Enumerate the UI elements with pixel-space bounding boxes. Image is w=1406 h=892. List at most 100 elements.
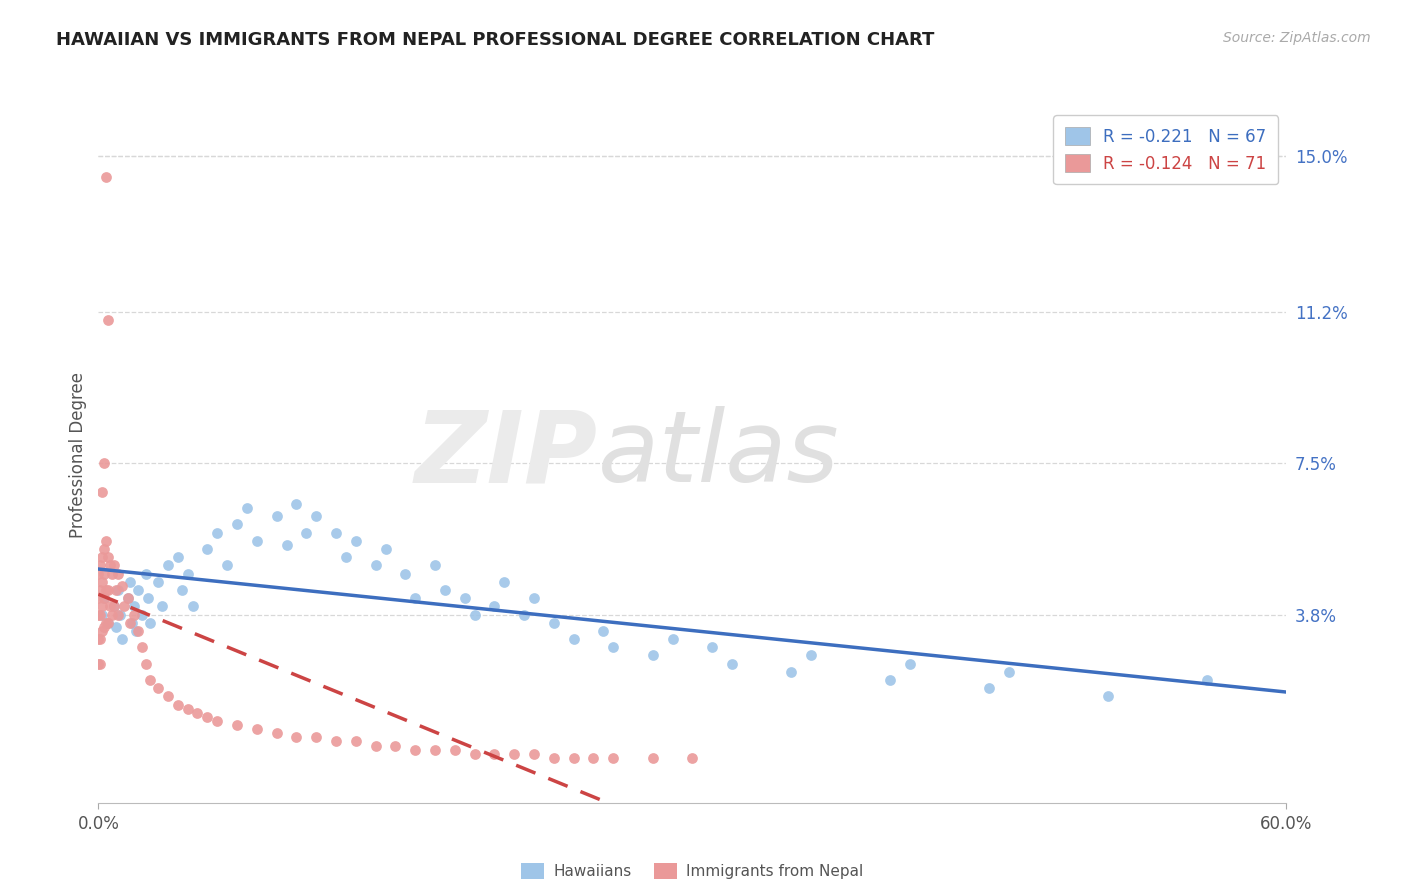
Point <box>285 497 308 511</box>
Point <box>117 591 139 606</box>
Point <box>96 533 118 548</box>
Point <box>98 558 121 573</box>
Point <box>96 582 118 597</box>
Point <box>105 582 128 597</box>
Point <box>879 673 901 687</box>
Point <box>107 582 129 597</box>
Point <box>176 701 198 715</box>
Point <box>93 620 115 634</box>
Point <box>93 566 115 581</box>
Point <box>89 657 111 671</box>
Point <box>97 615 120 630</box>
Point <box>394 566 416 581</box>
Point <box>186 706 208 720</box>
Point <box>108 607 131 622</box>
Point <box>150 599 173 614</box>
Text: ZIP: ZIP <box>415 407 598 503</box>
Point <box>103 599 125 614</box>
Point <box>682 751 704 765</box>
Point <box>139 615 162 630</box>
Point <box>136 591 159 606</box>
Point <box>97 615 120 630</box>
Point <box>523 591 546 606</box>
Point <box>592 624 614 638</box>
Point <box>156 558 179 573</box>
Point <box>562 632 585 646</box>
Point <box>602 640 624 655</box>
Point <box>131 607 153 622</box>
Point <box>127 582 149 597</box>
Point <box>125 624 148 638</box>
Point <box>93 591 115 606</box>
Point <box>146 681 169 696</box>
Point <box>236 501 259 516</box>
Point <box>246 722 269 736</box>
Point <box>87 607 110 622</box>
Point <box>135 657 157 671</box>
Point <box>166 550 188 565</box>
Point <box>602 751 624 765</box>
Point <box>454 591 477 606</box>
Point <box>325 525 347 540</box>
Point <box>127 624 149 638</box>
Point <box>91 624 114 638</box>
Point <box>295 525 318 540</box>
Point <box>135 566 157 581</box>
Point <box>276 538 298 552</box>
Point <box>325 734 347 748</box>
Point <box>364 558 387 573</box>
Point <box>91 574 114 589</box>
Point <box>89 582 111 597</box>
Point <box>513 607 536 622</box>
Point <box>170 582 193 597</box>
Point <box>484 599 506 614</box>
Legend: Hawaiians, Immigrants from Nepal: Hawaiians, Immigrants from Nepal <box>515 856 870 886</box>
Point <box>103 558 125 573</box>
Point <box>146 574 169 589</box>
Point <box>97 550 120 565</box>
Point <box>195 710 218 724</box>
Point <box>344 734 367 748</box>
Point <box>246 533 269 548</box>
Point <box>91 607 114 622</box>
Point <box>121 615 143 630</box>
Point <box>101 607 124 622</box>
Point <box>433 582 456 597</box>
Point <box>91 550 114 565</box>
Point <box>285 731 308 745</box>
Point <box>582 751 605 765</box>
Point <box>195 542 218 557</box>
Point <box>266 726 288 740</box>
Point <box>87 632 110 646</box>
Point <box>266 509 288 524</box>
Point <box>484 747 506 761</box>
Point <box>464 747 486 761</box>
Point <box>364 739 387 753</box>
Point <box>444 742 467 756</box>
Text: atlas: atlas <box>598 407 839 503</box>
Point <box>97 313 120 327</box>
Point <box>89 632 111 646</box>
Text: Source: ZipAtlas.com: Source: ZipAtlas.com <box>1223 31 1371 45</box>
Point <box>464 607 486 622</box>
Point <box>107 607 129 622</box>
Point <box>156 690 179 704</box>
Point <box>1197 673 1219 687</box>
Point <box>87 566 110 581</box>
Point <box>335 550 357 565</box>
Point <box>423 558 446 573</box>
Point <box>112 599 135 614</box>
Point <box>131 640 153 655</box>
Y-axis label: Professional Degree: Professional Degree <box>69 372 87 538</box>
Point <box>780 665 803 679</box>
Point <box>404 591 426 606</box>
Point <box>305 731 328 745</box>
Point <box>543 751 565 765</box>
Point <box>87 657 110 671</box>
Point <box>305 509 328 524</box>
Point <box>404 742 426 756</box>
Point <box>139 673 162 687</box>
Point <box>89 607 111 622</box>
Point <box>93 591 115 606</box>
Point <box>374 542 396 557</box>
